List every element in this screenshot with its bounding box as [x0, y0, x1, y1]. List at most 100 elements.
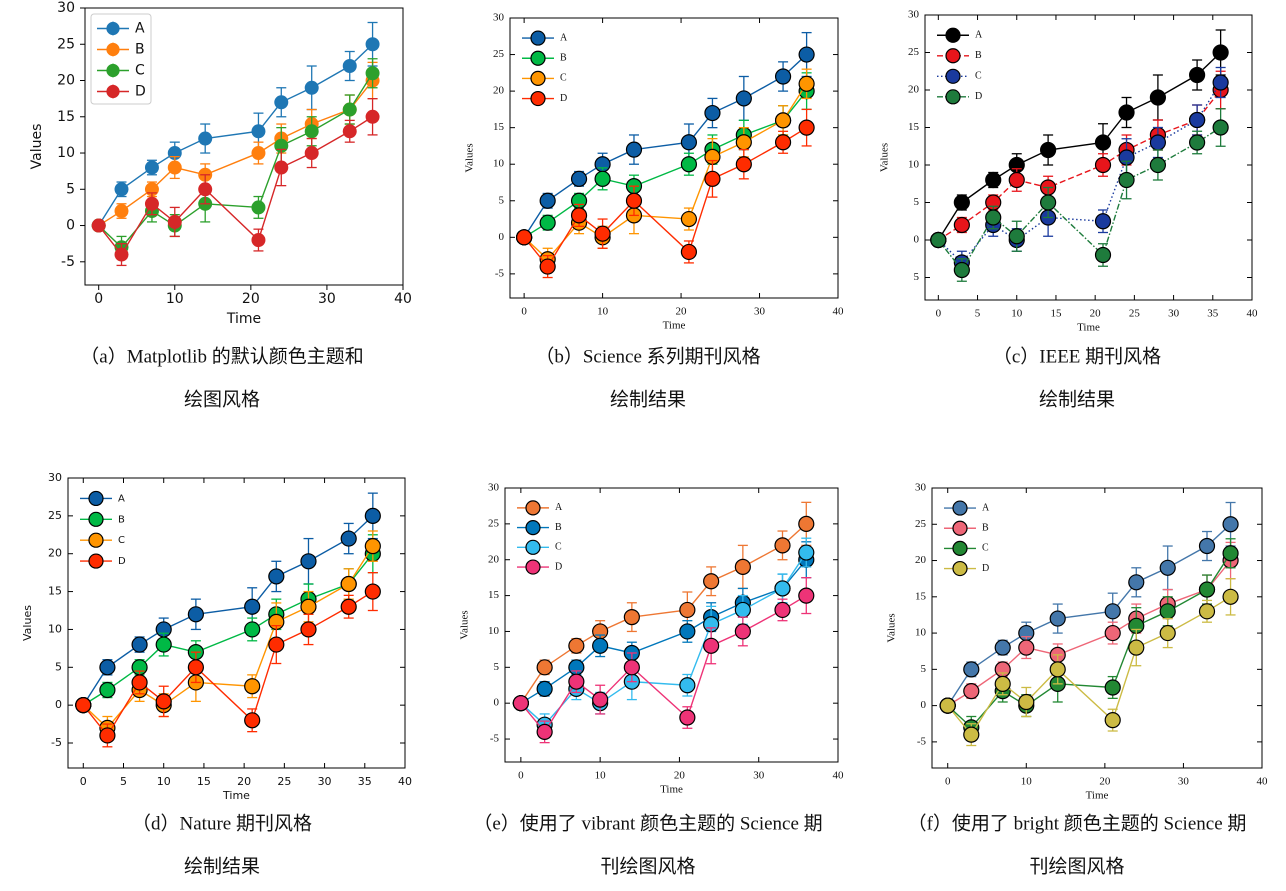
- y-tick-label: 25: [908, 46, 920, 58]
- marker: [798, 515, 815, 532]
- plot-frame: [84, 7, 404, 286]
- x-tick-label: 5: [120, 775, 127, 788]
- marker: [1189, 111, 1206, 129]
- legend-label: C: [982, 543, 989, 554]
- x-tick-label: 30: [754, 306, 766, 318]
- marker: [1159, 603, 1176, 620]
- marker: [167, 214, 182, 229]
- marker: [1198, 603, 1216, 620]
- legend-frame: [90, 13, 152, 105]
- y-tick-label: 5: [914, 271, 920, 283]
- y-tick-label: 20: [488, 553, 500, 565]
- marker: [680, 134, 698, 151]
- y-tick-label: 25: [48, 509, 62, 522]
- series-line: [947, 523, 1232, 706]
- legend-marker: [945, 89, 961, 105]
- y-tick-label: 20: [915, 554, 927, 566]
- legend-label: D: [975, 91, 982, 102]
- y-tick-label: 0: [499, 231, 505, 243]
- y-tick-label: 10: [57, 145, 75, 161]
- y-tick-label: 15: [488, 589, 500, 601]
- marker: [1222, 545, 1239, 562]
- marker: [592, 691, 609, 708]
- marker: [994, 675, 1011, 692]
- legend-marker: [88, 490, 104, 507]
- marker: [99, 727, 116, 744]
- marker: [1118, 171, 1135, 189]
- y-tick-label: 5: [914, 196, 920, 208]
- legend-marker: [952, 520, 968, 536]
- marker: [539, 214, 556, 231]
- x-tick-label: 25: [277, 775, 291, 788]
- marker: [536, 680, 553, 697]
- marker: [1212, 44, 1229, 61]
- series-line: [98, 80, 374, 227]
- marker: [539, 192, 556, 209]
- y-tick-label: 10: [48, 622, 62, 635]
- y-tick-label: 30: [915, 482, 927, 494]
- legend-label: A: [982, 502, 990, 513]
- legend-marker: [945, 48, 961, 64]
- caption: 刊绘图风格: [1029, 855, 1124, 877]
- marker: [342, 59, 357, 74]
- legend-marker: [952, 500, 968, 516]
- marker: [734, 558, 751, 576]
- series-line: [523, 83, 808, 261]
- marker: [539, 258, 556, 275]
- marker: [704, 104, 721, 122]
- legend-marker: [952, 560, 968, 577]
- caption: （d）Nature 期刊风格: [132, 812, 312, 834]
- legend-marker: [525, 539, 541, 555]
- legend-label: A: [975, 30, 983, 41]
- series-line: [937, 126, 1222, 272]
- marker: [155, 636, 172, 653]
- marker: [774, 134, 792, 151]
- marker: [75, 697, 92, 714]
- y-tick-label: 15: [57, 109, 75, 125]
- marker: [1104, 624, 1121, 642]
- y-axis-label: Values: [879, 143, 891, 172]
- marker: [365, 109, 380, 124]
- marker: [734, 623, 751, 640]
- legend-marker: [106, 84, 120, 99]
- marker: [340, 598, 357, 615]
- marker: [365, 37, 380, 52]
- marker: [364, 538, 381, 555]
- y-tick-label: 25: [493, 48, 505, 60]
- marker: [592, 637, 609, 654]
- x-tick-label: 0: [80, 775, 87, 788]
- marker: [155, 693, 172, 710]
- y-tick-label: 20: [48, 547, 62, 560]
- plot-frame: [67, 477, 406, 769]
- series-line: [82, 553, 374, 706]
- caption: （b）Science 系列期刊风格: [535, 345, 760, 367]
- legend-marker: [88, 532, 104, 548]
- marker: [594, 170, 611, 187]
- marker: [187, 606, 204, 623]
- x-tick-label: 0: [521, 306, 527, 318]
- plot-frame: [924, 14, 1253, 301]
- marker: [1040, 194, 1057, 211]
- series-line: [98, 43, 374, 226]
- legend-marker: [945, 68, 961, 84]
- marker: [623, 609, 640, 626]
- marker: [99, 659, 116, 676]
- marker: [734, 601, 751, 619]
- marker: [570, 170, 588, 187]
- marker: [198, 131, 213, 146]
- marker: [304, 146, 319, 161]
- marker: [516, 229, 533, 246]
- x-tick-label: 0: [94, 291, 103, 307]
- marker: [704, 170, 721, 187]
- x-axis-label: Time: [222, 789, 250, 802]
- y-tick-label: 30: [488, 482, 500, 494]
- marker: [1149, 134, 1166, 151]
- marker: [340, 575, 357, 593]
- marker: [798, 544, 815, 561]
- series-line: [520, 559, 807, 704]
- y-tick-label: 0: [494, 697, 500, 709]
- x-tick-label: 40: [398, 775, 412, 788]
- marker: [798, 587, 815, 604]
